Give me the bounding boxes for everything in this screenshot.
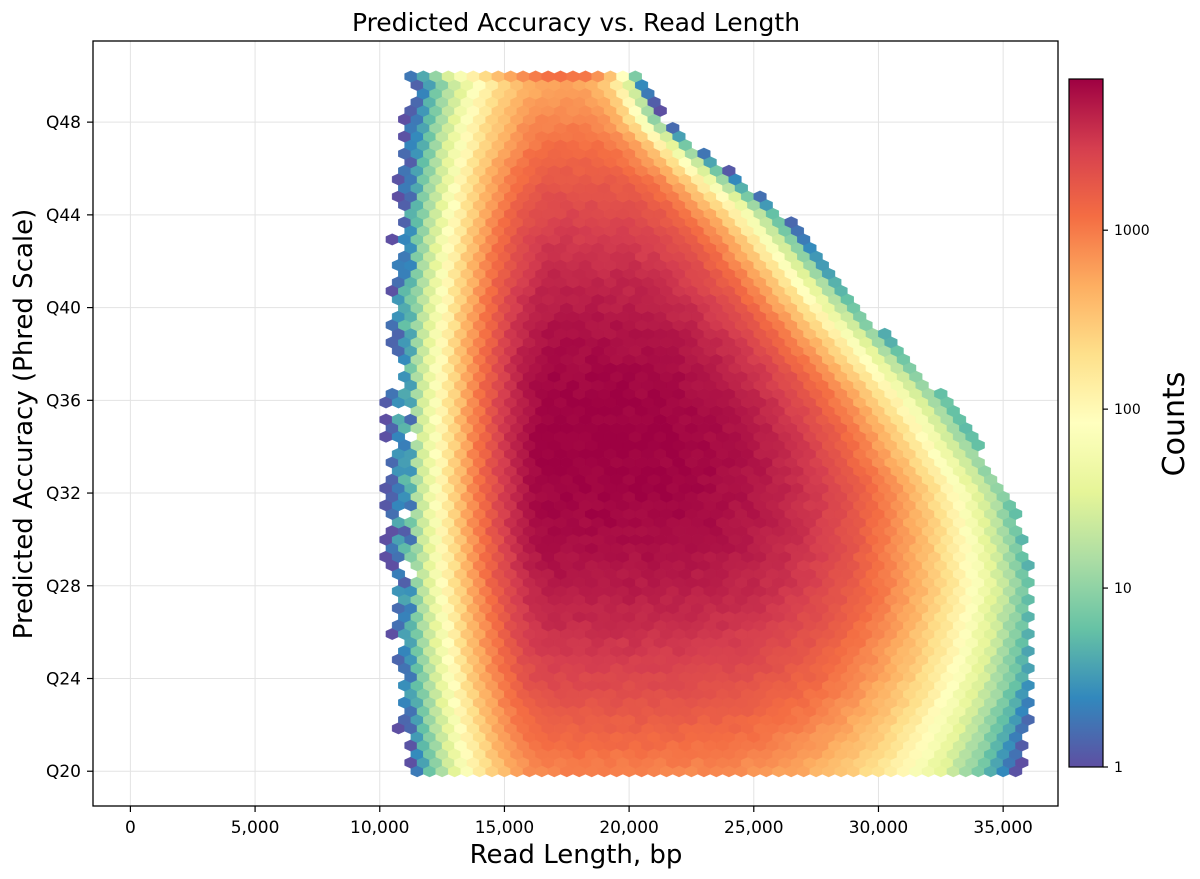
y-tick-label: Q28 <box>46 577 81 597</box>
y-tick-label: Q36 <box>46 391 81 411</box>
hexbin-cell <box>385 233 399 246</box>
y-tick-label: Q20 <box>46 762 81 782</box>
hexbin-cell <box>934 387 948 400</box>
y-tick-label: Q48 <box>46 113 81 133</box>
plot-frame <box>92 40 1059 807</box>
colorbar-tick-label: 1 <box>1114 760 1123 776</box>
x-tick-label: 30,000 <box>849 818 908 838</box>
hexbin-cell <box>628 70 642 83</box>
x-tick-label: 15,000 <box>475 818 534 838</box>
colorbar-tick-label: 100 <box>1114 402 1141 418</box>
colorbar-tick-label: 10 <box>1114 581 1132 597</box>
y-tick-label: Q44 <box>46 206 81 226</box>
y-axis-label: Predicted Accuracy (Phred Scale) <box>9 209 39 640</box>
x-tick-label: 35,000 <box>973 818 1032 838</box>
hexbin-cell <box>697 147 711 160</box>
x-tick-label: 0 <box>125 818 136 838</box>
x-tick-label: 20,000 <box>599 818 658 838</box>
hexbin-cell <box>666 121 680 134</box>
colorbar-tick-label: 1000 <box>1114 223 1150 239</box>
y-tick-label: Q40 <box>46 299 81 319</box>
colorbar-gradient <box>1068 78 1104 768</box>
y-axis: Q20 Q24 Q28 Q32 Q36 Q40 Q44 Q48 <box>46 113 93 782</box>
colorbar-label: Counts <box>1157 372 1192 477</box>
hexbin-cell <box>722 164 736 177</box>
x-tick-label: 5,000 <box>231 818 280 838</box>
hexbin-cell <box>784 216 798 229</box>
colorbar: 1 10 100 1000 Counts <box>1068 78 1192 776</box>
hexbin-cells <box>379 70 1035 778</box>
x-axis-label: Read Length, bp <box>470 840 683 870</box>
colorbar-ticks: 1 10 100 1000 <box>1103 223 1150 776</box>
hexbin-cell <box>753 190 767 203</box>
y-tick-label: Q32 <box>46 484 81 504</box>
x-axis: 0 5,000 10,000 15,000 20,000 25,000 30,000 35,0… <box>125 806 1033 838</box>
y-tick-label: Q24 <box>46 670 81 690</box>
x-tick-label: 10,000 <box>350 818 409 838</box>
hexbin-cell <box>878 327 892 340</box>
chart-title: Predicted Accuracy vs. Read Length <box>352 8 800 37</box>
x-tick-label: 25,000 <box>724 818 783 838</box>
